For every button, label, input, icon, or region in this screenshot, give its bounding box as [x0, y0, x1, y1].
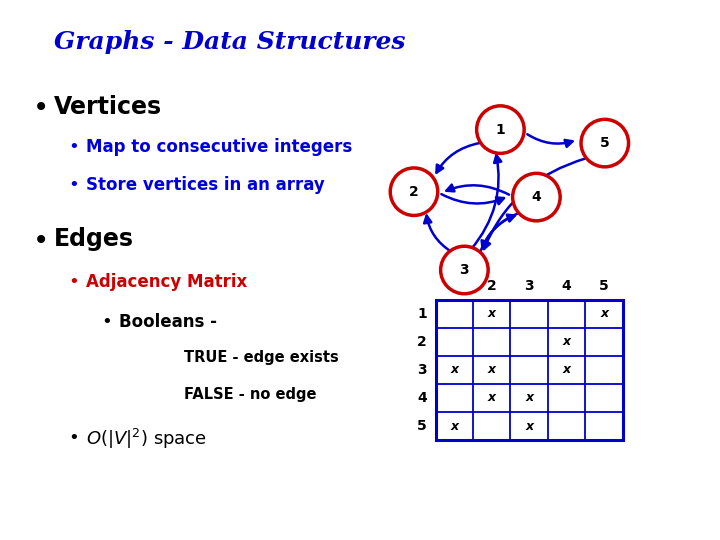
Text: FALSE - no edge: FALSE - no edge: [184, 387, 316, 402]
Text: •: •: [32, 94, 49, 123]
Text: 1: 1: [495, 123, 505, 137]
Text: x: x: [487, 363, 496, 376]
Text: 1: 1: [449, 279, 459, 293]
Ellipse shape: [513, 173, 560, 221]
Text: TRUE - edge exists: TRUE - edge exists: [184, 350, 338, 365]
Text: Graphs - Data Structures: Graphs - Data Structures: [54, 30, 405, 53]
Text: •: •: [68, 429, 79, 447]
Text: Vertices: Vertices: [54, 94, 162, 118]
Ellipse shape: [477, 106, 524, 153]
Text: •: •: [101, 313, 112, 331]
Ellipse shape: [581, 119, 629, 167]
Text: $\mathit{O}(|V|^2)$ space: $\mathit{O}(|V|^2)$ space: [86, 427, 207, 451]
Text: 2: 2: [487, 279, 497, 293]
Text: x: x: [450, 420, 459, 433]
Text: 3: 3: [524, 279, 534, 293]
Text: x: x: [600, 307, 608, 320]
Text: x: x: [562, 363, 571, 376]
Text: 4: 4: [562, 279, 572, 293]
Text: x: x: [562, 335, 571, 348]
Ellipse shape: [390, 168, 438, 215]
Text: 5: 5: [600, 136, 610, 150]
Text: •: •: [68, 273, 79, 291]
Text: 5: 5: [599, 279, 609, 293]
Text: Map to consecutive integers: Map to consecutive integers: [86, 138, 353, 156]
Text: Adjacency Matrix: Adjacency Matrix: [86, 273, 248, 291]
Text: Edges: Edges: [54, 227, 134, 251]
Text: 2: 2: [409, 185, 419, 199]
Text: 4: 4: [417, 391, 427, 405]
Text: Store vertices in an array: Store vertices in an array: [86, 176, 325, 193]
Text: •: •: [68, 138, 79, 156]
Text: x: x: [487, 307, 496, 320]
Text: •: •: [32, 227, 49, 255]
Text: 2: 2: [417, 335, 427, 349]
Text: 3: 3: [459, 263, 469, 277]
Text: x: x: [487, 392, 496, 404]
Text: x: x: [525, 420, 534, 433]
Text: •: •: [68, 176, 79, 193]
Text: x: x: [525, 392, 534, 404]
Text: 3: 3: [418, 363, 427, 377]
Text: 1: 1: [417, 307, 427, 321]
Text: Booleans -: Booleans -: [119, 313, 217, 331]
Ellipse shape: [441, 246, 488, 294]
Text: 5: 5: [417, 419, 427, 433]
Text: x: x: [450, 363, 459, 376]
Text: 4: 4: [531, 190, 541, 204]
Bar: [436, 300, 623, 440]
